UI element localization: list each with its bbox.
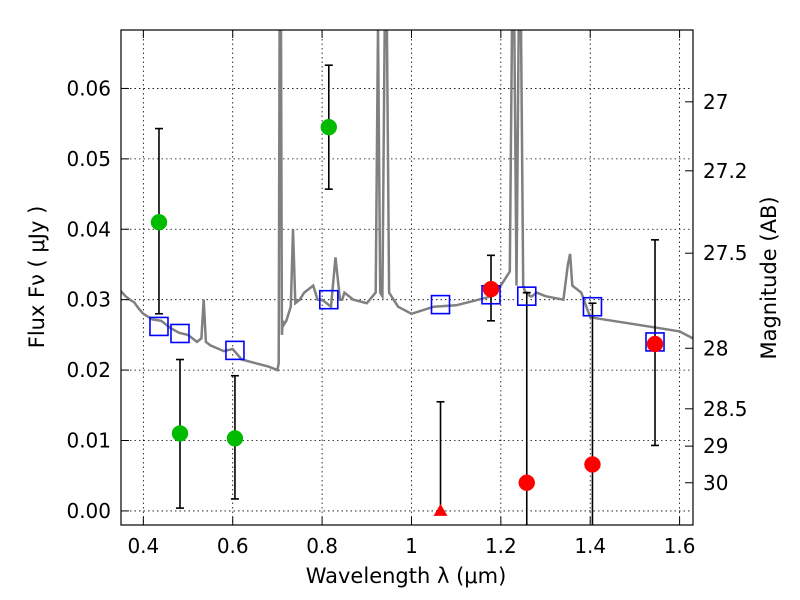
plot-frame xyxy=(120,29,694,526)
model-flux-square xyxy=(318,289,339,310)
x-tick-label: 1.6 xyxy=(664,534,696,558)
markers xyxy=(149,118,665,516)
x-tick-label: 1.4 xyxy=(574,534,606,558)
grid xyxy=(121,30,693,525)
red-upper-limit-triangle xyxy=(433,503,448,516)
y-tick-label: 0.04 xyxy=(66,217,111,241)
red-detection-point xyxy=(646,335,664,353)
x-tick-label: 0.6 xyxy=(217,534,249,558)
green-detection-point xyxy=(150,213,168,231)
model-flux-square xyxy=(430,294,451,315)
plot-area xyxy=(121,30,693,525)
right-tick-label: 27 xyxy=(703,90,728,114)
right-axis-label: Magnitude (AB) xyxy=(757,196,781,359)
y-tick-label: 0.02 xyxy=(66,358,111,382)
green-detection-point xyxy=(320,118,338,136)
model-flux-square xyxy=(225,340,245,361)
model-spectrum-line xyxy=(121,30,693,372)
x-tick-label: 0.4 xyxy=(127,534,159,558)
model-flux-square xyxy=(582,296,603,317)
model-flux-square xyxy=(149,316,169,337)
right-tick-label: 29 xyxy=(703,434,728,458)
right-tick-label: 27.5 xyxy=(703,241,748,265)
red-detection-point xyxy=(482,280,500,298)
y-tick-label: 0.05 xyxy=(66,147,111,171)
x-tick-label: 1.2 xyxy=(485,534,517,558)
model-flux-square xyxy=(516,286,537,306)
red-detection-point xyxy=(518,474,536,492)
y-axis-label: Flux Fν ( μJy ) xyxy=(25,206,49,349)
tick-labels: 0.4 0.6 0.8 1 1.2 1.4 1.6 0.00 0.01 0.02 0.03 0.04 0… xyxy=(66,76,747,558)
green-detection-point xyxy=(226,430,244,447)
x-tick-label: 1 xyxy=(405,534,418,558)
x-tick-label: 0.8 xyxy=(306,534,338,558)
y-tick-label: 0.01 xyxy=(66,429,111,453)
x-axis-label: Wavelength λ (μm) xyxy=(306,564,507,588)
y-tick-label: 0.03 xyxy=(66,288,111,312)
red-detection-point xyxy=(584,456,601,473)
model-flux-square xyxy=(170,323,190,344)
right-tick-label: 27.2 xyxy=(703,159,748,183)
green-detection-point xyxy=(171,425,189,442)
y-tick-label: 0.00 xyxy=(66,499,111,523)
right-tick-label: 28 xyxy=(703,336,728,360)
axis-ticks xyxy=(121,30,693,525)
right-tick-label: 30 xyxy=(703,471,728,495)
right-tick-label: 28.5 xyxy=(703,397,748,421)
y-tick-label: 0.06 xyxy=(66,76,111,100)
